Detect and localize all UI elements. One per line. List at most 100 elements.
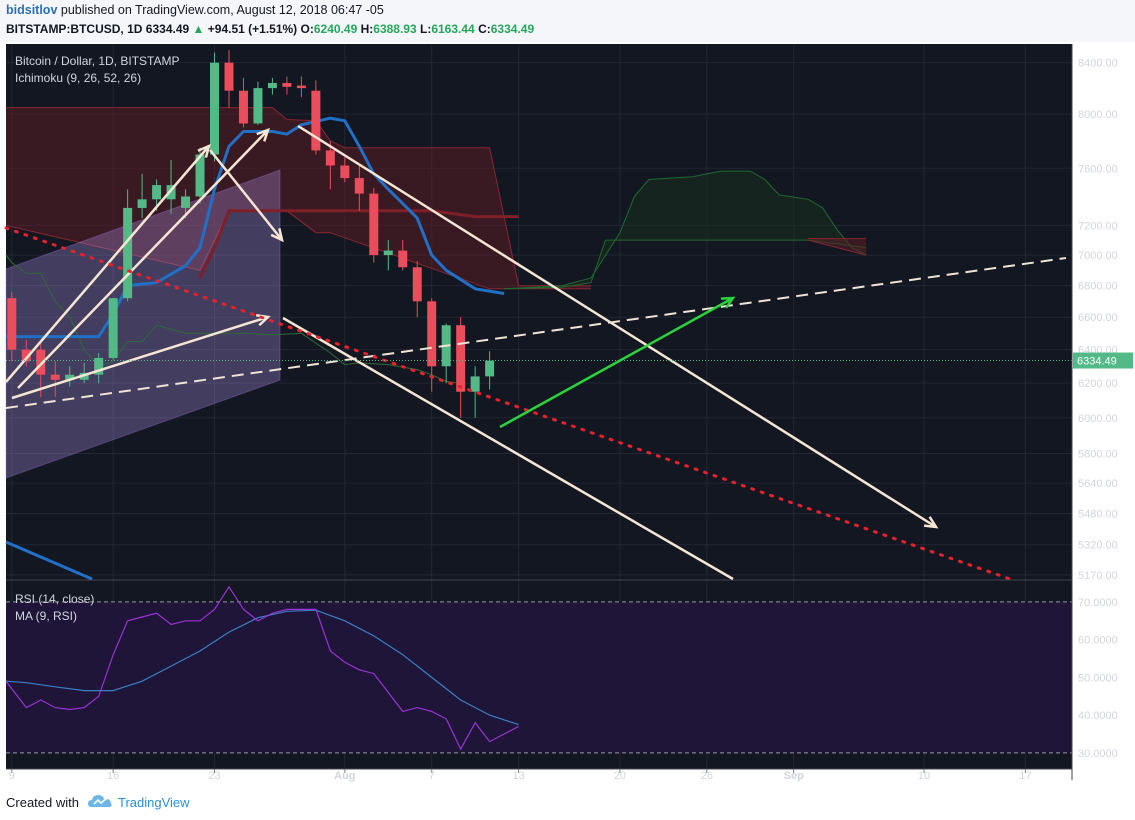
- symbol-label: BITSTAMP:BTCUSD, 1D: [6, 22, 143, 36]
- rsi-tick-label: 70.0000: [1078, 597, 1118, 609]
- rsi-tick-label: 40.0000: [1078, 710, 1118, 722]
- candle-body: [253, 88, 263, 124]
- candle-body: [137, 199, 147, 208]
- candle-body: [383, 250, 393, 256]
- price-tick-label: 5640.00: [1078, 478, 1118, 490]
- created-with-text: Created with: [6, 795, 79, 810]
- time-tick-label: 13: [512, 770, 524, 782]
- o-label: O:: [300, 22, 314, 36]
- rsi-tick-label: 30.0000: [1078, 748, 1118, 760]
- last-price: 6334.49: [145, 22, 190, 36]
- price-tick-label: 6000.00: [1078, 413, 1118, 425]
- chart-title: Bitcoin / Dollar, 1D, BITSTAMP: [15, 54, 180, 68]
- candle-body: [210, 62, 220, 155]
- time-tick-label: 9: [9, 770, 15, 782]
- change-value: +94.51 (+1.51%): [207, 22, 298, 36]
- tradingview-brand[interactable]: TradingView: [118, 795, 190, 810]
- candle-body: [36, 349, 46, 375]
- price-tick-label: 8400.00: [1078, 58, 1118, 70]
- green-cloud-fill: [504, 171, 867, 289]
- time-tick-label: 23: [208, 770, 220, 782]
- footer: Created with TradingView: [0, 782, 1135, 820]
- green-projection-arrow: [499, 296, 734, 429]
- rsi-label: RSI (14, close): [15, 592, 94, 606]
- indicator-label: Ichimoku (9, 26, 52, 26): [15, 71, 141, 85]
- channel-arrow-lower: [11, 315, 269, 400]
- dashed-trendline: [5, 257, 1067, 409]
- current-price-tag: [1073, 352, 1133, 369]
- candle-body: [325, 150, 335, 166]
- candle-body: [296, 85, 306, 89]
- trend-drawings: [4, 124, 1072, 581]
- price-tick-label: 5480.00: [1078, 508, 1118, 520]
- chart-area[interactable]: 8400.00 8000.00 7600.00 7200.00 7000.00 6800.…: [0, 42, 1135, 782]
- candle-body: [65, 374, 75, 380]
- price-tick-label: 6200.00: [1078, 378, 1118, 390]
- high-value: 6388.93: [373, 22, 417, 36]
- price-tick-label: 6800.00: [1078, 281, 1118, 293]
- channel-arrow-upper: [5, 145, 210, 383]
- down-channel-lower-line: [282, 316, 734, 581]
- triangle-up-icon: ▲: [192, 22, 205, 36]
- ohlc-line: BITSTAMP:BTCUSD, 1D 6334.49 ▲ +94.51 (+1…: [6, 22, 534, 36]
- rsi-ma-line: [5, 609, 519, 726]
- price-tick-label: 7200.00: [1078, 220, 1118, 232]
- c-label: C:: [478, 22, 491, 36]
- candle-body: [181, 196, 191, 208]
- channel-arrow-upper-head: [197, 143, 211, 158]
- time-tick-label: 20: [614, 770, 626, 782]
- tradingview-cloud-icon[interactable]: [88, 793, 114, 809]
- tenkan-line: [6, 116, 505, 339]
- rsi-tick-label: 60.0000: [1078, 635, 1118, 647]
- price-tick-label: 5170.00: [1078, 570, 1118, 582]
- candle-body: [50, 374, 60, 380]
- candle-body: [123, 207, 133, 299]
- candle-body: [282, 82, 292, 87]
- price-tick-label: 5800.00: [1078, 449, 1118, 461]
- time-tick-label: Aug: [334, 770, 355, 782]
- l-label: L:: [420, 22, 432, 36]
- candle-body: [21, 349, 31, 362]
- candle-body: [398, 250, 408, 268]
- time-tick-label: 17: [1019, 770, 1031, 782]
- h-label: H:: [360, 22, 374, 36]
- candle-body: [485, 360, 495, 377]
- time-tick-label: 7: [429, 770, 435, 782]
- down-channel-arrow-head: [923, 516, 939, 529]
- price-tick-label: 8000.00: [1078, 109, 1118, 121]
- correction-arrow-head: [270, 228, 284, 243]
- author-link[interactable]: bidsitlov: [6, 3, 58, 17]
- red-cloud-right-bottom-edge: [808, 239, 867, 256]
- axes: 8400.00 8000.00 7600.00 7200.00 7000.00 6800.…: [6, 44, 1133, 782]
- time-tick-label: 16: [107, 770, 119, 782]
- time-tick-label: 26: [701, 770, 713, 782]
- candle-body: [195, 154, 205, 197]
- channel-arrow-mid: [17, 129, 269, 389]
- rsi-ma-label: MA (9, RSI): [15, 609, 77, 623]
- published-text: published on TradingView.com, August 12,…: [57, 3, 384, 17]
- red-cloud-fill: [6, 107, 591, 289]
- price-tick-label: 7000.00: [1078, 250, 1118, 262]
- channel-arrow-mid-head: [256, 127, 270, 142]
- candle-body: [224, 62, 234, 91]
- rsi-line: [5, 585, 519, 751]
- correction-arrow: [209, 149, 283, 241]
- open-value: 6240.49: [313, 22, 358, 36]
- candle-body: [427, 301, 437, 367]
- green-cloud-top-edge: [504, 170, 867, 290]
- down-channel-arrow: [297, 124, 937, 529]
- ichimoku-cloud: [5, 107, 867, 290]
- chikou-line: [5, 254, 461, 384]
- chart-text: Bitcoin / Dollar, 1D, BITSTAMP Ichimoku (…: [15, 54, 180, 623]
- price-tick-label: 6600.00: [1078, 312, 1118, 324]
- candle-body: [470, 376, 480, 392]
- candle-body: [311, 90, 321, 151]
- dotted-support-line: [4, 226, 1012, 581]
- candle-body: [166, 185, 176, 200]
- publish-line: bidsitlov published on TradingView.com, …: [6, 3, 384, 17]
- candle-body: [108, 298, 118, 358]
- rsi-band: [6, 601, 1072, 754]
- candle-body: [238, 90, 248, 124]
- price-tick-label: 7600.00: [1078, 163, 1118, 175]
- candle-body: [456, 325, 466, 392]
